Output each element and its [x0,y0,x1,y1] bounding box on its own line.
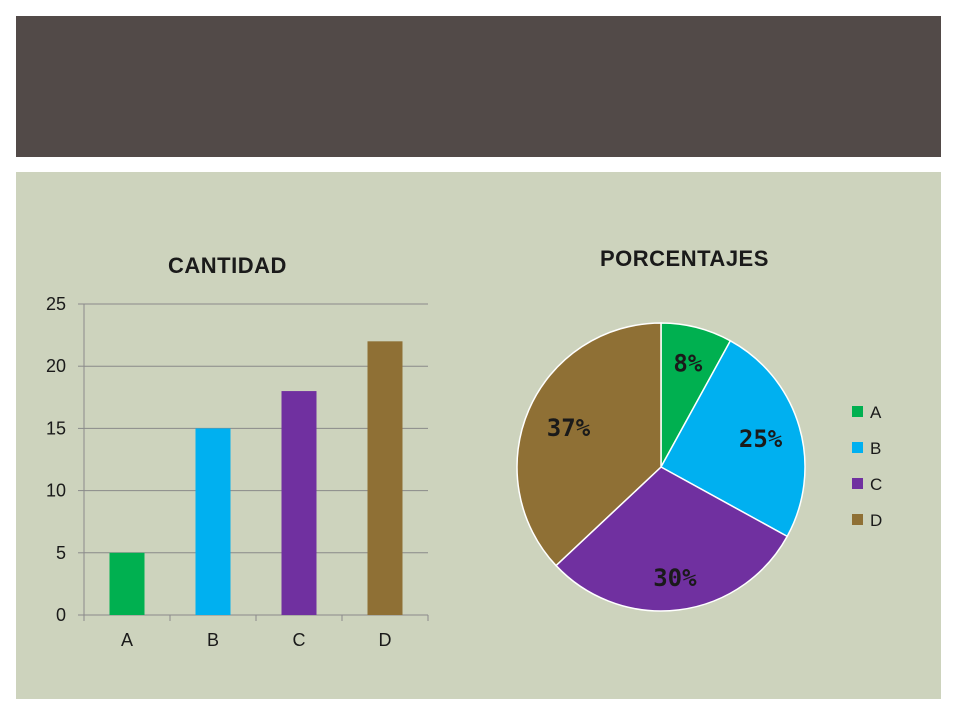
bar-d [367,341,403,615]
x-tick-label: C [293,630,306,650]
y-tick-label: 20 [46,356,66,376]
bar-a [109,552,145,615]
y-tick-label: 25 [46,294,66,314]
pie-slice-b [659,339,806,538]
bar-c [281,391,317,615]
pie-slice-d [516,322,662,567]
y-tick-label: 5 [56,543,66,563]
bar-chart: 0 5 10 15 20 25 A B C D [46,294,429,650]
x-tick-label: D [379,630,392,650]
pie-label-c: 30% [653,564,697,592]
legend-swatch-c [852,478,863,489]
pie-slice-c [554,466,789,612]
header-band [16,16,941,157]
y-tick-label: 15 [46,418,66,438]
y-tick-label: 10 [46,481,66,501]
legend-label-d: D [870,511,882,530]
x-tick-label: B [207,630,219,650]
x-tick-label: A [121,630,133,650]
legend-label-b: B [870,439,881,458]
bar-chart-title: CANTIDAD [168,253,287,278]
pie-label-a: 8% [673,349,702,377]
legend-swatch-d [852,514,863,525]
pie-chart-title: PORCENTAJES [600,246,769,271]
pie-label-d: 37% [547,414,591,442]
bar-b [195,428,231,615]
pie-label-b: 25% [739,425,783,453]
legend-label-c: C [870,475,882,494]
legend-swatch-a [852,406,863,417]
y-tick-label: 0 [56,605,66,625]
legend-swatch-b [852,442,863,453]
legend-label-a: A [870,403,882,422]
